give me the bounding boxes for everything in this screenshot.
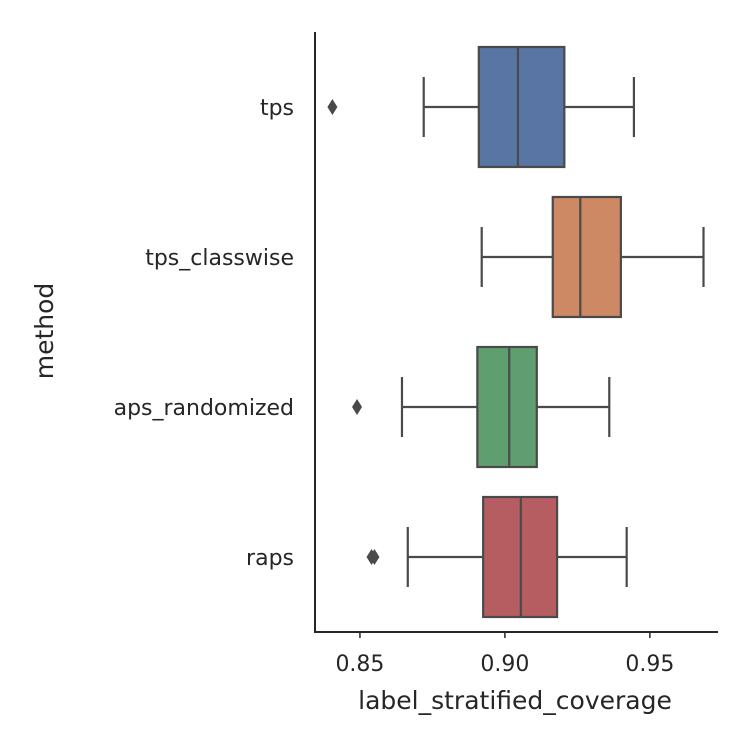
y-tick-label: aps_randomized — [114, 396, 294, 421]
box-iqr — [476, 345, 538, 469]
box-raps — [366, 495, 628, 619]
x-tick-label: 0.85 — [335, 652, 384, 677]
box-tps_classwise — [480, 195, 705, 319]
x-tick-label: 0.95 — [625, 652, 674, 677]
x-axis-label: label_stratified_coverage — [358, 686, 672, 715]
y-tick-label: tps_classwise — [145, 246, 294, 271]
box-aps_randomized — [352, 345, 611, 469]
box-iqr — [551, 195, 622, 319]
y-tick-label: raps — [246, 546, 294, 571]
box-tps — [327, 45, 636, 169]
x-tick-label: 0.90 — [480, 652, 529, 677]
outlier-point — [369, 549, 380, 565]
plot-area — [327, 45, 705, 619]
x-axis-ticks: 0.85 0.90 0.95 — [335, 632, 674, 677]
outlier-point — [352, 399, 363, 415]
box-iqr — [477, 45, 566, 169]
outlier-point — [327, 99, 338, 115]
y-axis-label: method — [30, 283, 59, 380]
y-tick-label: tps — [260, 96, 294, 121]
